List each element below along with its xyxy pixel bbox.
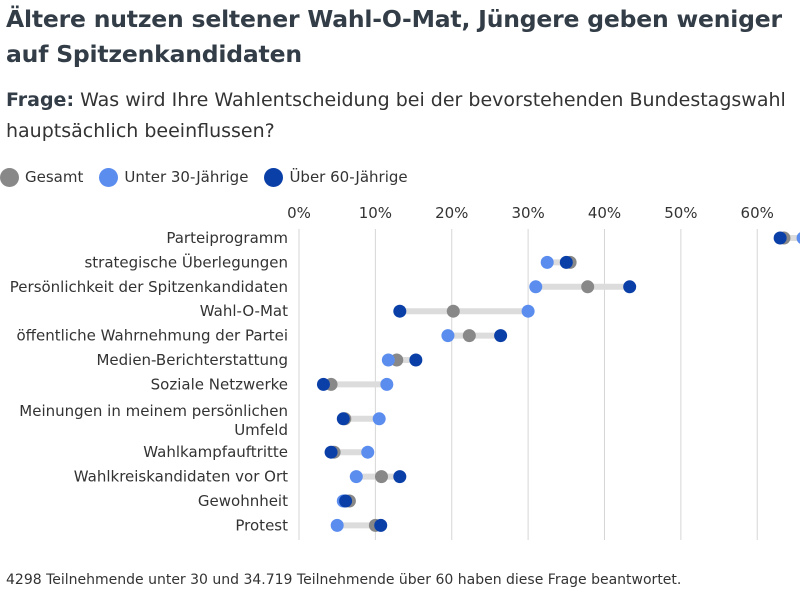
dot--ber-60-j-hrige	[316, 377, 330, 391]
dot--ber-60-j-hrige	[409, 353, 423, 367]
dot--ber-60-j-hrige	[393, 470, 407, 484]
category-label: öffentliche Wahrnehmung der Partei	[16, 327, 288, 345]
x-tick-label: 40%	[588, 204, 621, 222]
dot-gesamt	[462, 329, 476, 343]
legend-dot-ueber-60	[264, 167, 284, 187]
dot-gesamt	[374, 470, 388, 484]
category-label: Wahl-O-Mat	[200, 302, 288, 320]
footnote: 4298 Teilnehmende unter 30 und 34.719 Te…	[6, 572, 682, 588]
dot-unter-30-j-hrige	[441, 329, 455, 343]
dot-range-chart: 0% 10% 20% 30% 40% 50% 60% Parteiprogramm strate…	[10, 204, 800, 540]
category-label: Medien-Berichterstattung	[96, 351, 288, 369]
dot-unter-30-j-hrige	[381, 353, 395, 367]
dot-gesamt	[446, 304, 460, 318]
legend-item-ueber-60: Über 60-Jährige	[264, 167, 408, 187]
legend-label-gesamt: Gesamt	[25, 168, 84, 186]
dot-unter-30-j-hrige	[796, 232, 800, 244]
dot--ber-60-j-hrige	[393, 304, 407, 318]
question-body: Was wird Ihre Wahlentscheidung bei der b…	[6, 89, 786, 142]
legend-dot-gesamt	[0, 167, 19, 187]
category-label: Soziale Netzwerke	[151, 375, 288, 393]
dot-unter-30-j-hrige	[372, 412, 386, 426]
dot-unter-30-j-hrige	[540, 255, 554, 269]
dot-unter-30-j-hrige	[529, 280, 543, 294]
dot--ber-60-j-hrige	[559, 255, 573, 269]
category-label: Meinungen in meinem persönlichen Umfeld	[19, 402, 288, 439]
dot--ber-60-j-hrige	[374, 518, 388, 532]
dot--ber-60-j-hrige	[339, 494, 353, 508]
category-label: Parteiprogramm	[166, 229, 288, 247]
category-label: Protest	[235, 516, 288, 534]
dot-unter-30-j-hrige	[380, 377, 394, 391]
legend-dot-unter-30	[99, 167, 119, 187]
category-label: Gewohnheit	[198, 492, 288, 510]
category-label: Wahlkreiskandidaten vor Ort	[74, 468, 288, 486]
dot-unter-30-j-hrige	[521, 304, 535, 318]
dot--ber-60-j-hrige	[623, 280, 637, 294]
dot--ber-60-j-hrige	[494, 329, 508, 343]
dot-gesamt	[581, 280, 595, 294]
x-tick-label: 50%	[664, 204, 697, 222]
question-label: Frage:	[6, 89, 75, 111]
category-label-line: Umfeld	[234, 421, 288, 439]
category-label: Persönlichkeit der Spitzenkandidaten	[10, 278, 288, 296]
dot--ber-60-j-hrige	[336, 412, 350, 426]
legend-label-ueber-60: Über 60-Jährige	[289, 168, 408, 186]
dot-unter-30-j-hrige	[361, 445, 375, 459]
x-tick-label: 20%	[435, 204, 468, 222]
legend: Gesamt Unter 30-Jährige Über 60-Jährige	[0, 165, 424, 189]
dot--ber-60-j-hrige	[773, 231, 787, 245]
legend-item-unter-30: Unter 30-Jährige	[99, 167, 249, 187]
dot-unter-30-j-hrige	[330, 518, 344, 532]
category-label: strategische Überlegungen	[84, 252, 288, 271]
chart-title: Ältere nutzen seltener Wahl-O-Mat, Jünge…	[6, 5, 782, 68]
x-tick-label: 0%	[287, 204, 311, 222]
legend-item-gesamt: Gesamt	[0, 167, 84, 187]
x-tick-label: 10%	[359, 204, 392, 222]
category-label-line: Meinungen in meinem persönlichen	[19, 402, 288, 420]
question-text: Frage: Was wird Ihre Wahlentscheidung be…	[6, 85, 796, 147]
x-tick-label: 60%	[741, 204, 774, 222]
x-tick-label: 30%	[511, 204, 544, 222]
dot-unter-30-j-hrige	[349, 470, 363, 484]
legend-label-unter-30: Unter 30-Jährige	[124, 168, 249, 186]
category-label: Wahlkampfauftritte	[143, 443, 288, 461]
dot--ber-60-j-hrige	[324, 445, 338, 459]
